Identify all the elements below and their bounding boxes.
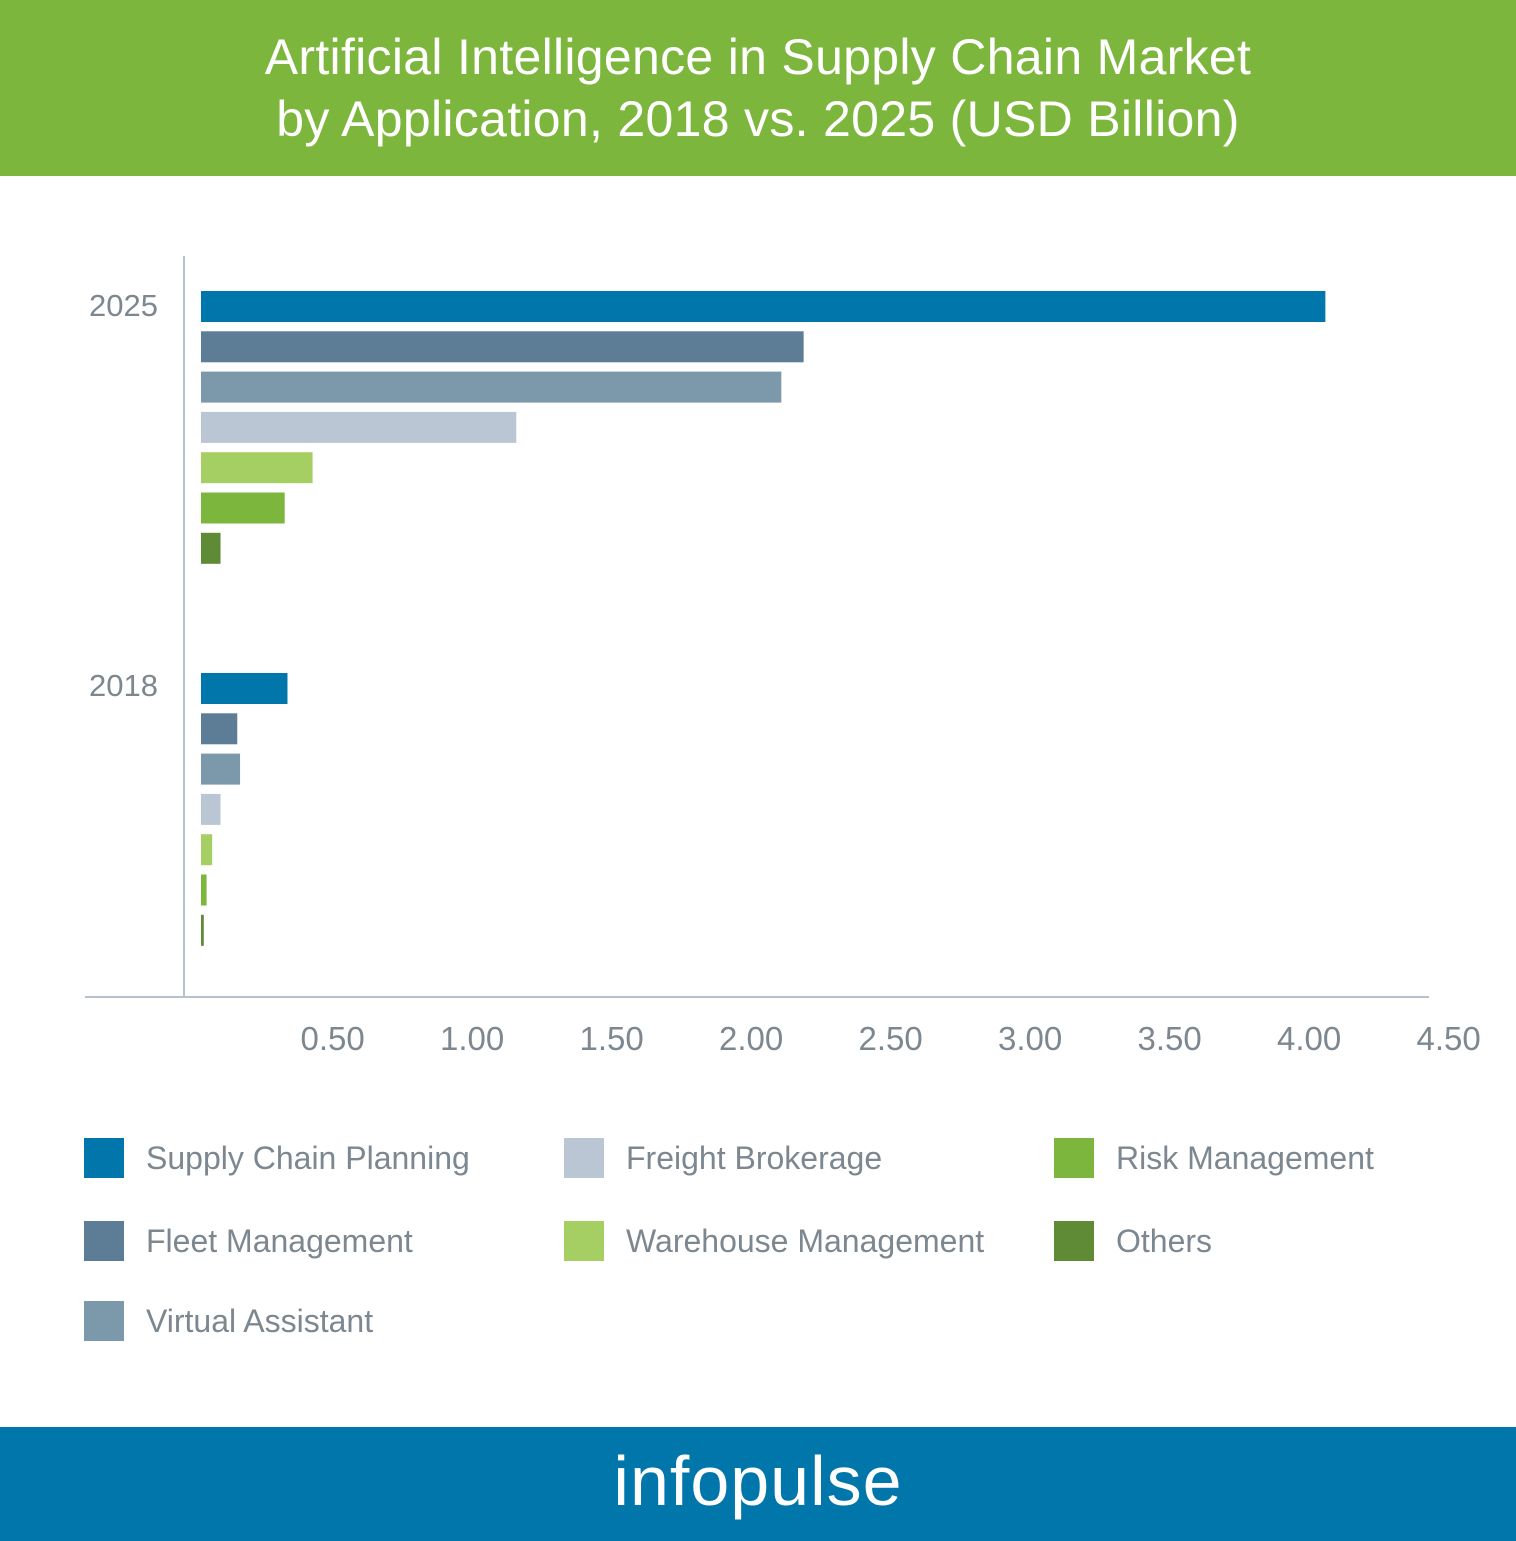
bar-2018-risk-management [201, 874, 207, 906]
legend-swatch [1054, 1221, 1094, 1261]
chart-legend: Supply Chain Planning Freight Brokerage … [84, 1128, 1484, 1368]
legend-swatch [84, 1138, 124, 1178]
x-tick-label: 4.50 [1416, 1020, 1480, 1057]
legend-swatch [1054, 1138, 1094, 1178]
legend-label: Risk Management [1116, 1139, 1374, 1176]
category-label-2025: 2025 [89, 288, 158, 323]
bar-2018-virtual-assistant [201, 753, 241, 785]
bar-2018-supply-chain-planning [201, 673, 288, 704]
legend-label: Others [1116, 1222, 1213, 1259]
chart-labels: 2025 2018 0.50 1.00 1.50 2.00 2.50 3.00 3.50 4.00… [89, 288, 1481, 1057]
legend-item-warehouse-management: Warehouse Management [564, 1221, 984, 1261]
x-tick-label: 4.00 [1277, 1020, 1341, 1057]
bar-2018-freight-brokerage [201, 793, 221, 825]
legend-item-supply-chain-planning: Supply Chain Planning [84, 1138, 470, 1178]
chart-title-line-1: Artificial Intelligence in Supply Chain … [264, 29, 1252, 85]
legend-label: Fleet Management [146, 1222, 413, 1259]
legend-item-risk-management: Risk Management [1054, 1138, 1374, 1178]
legend-label: Warehouse Management [626, 1222, 985, 1259]
x-tick-label: 2.00 [719, 1020, 783, 1057]
legend-item-others: Others [1054, 1221, 1212, 1261]
legend-item-freight-brokerage: Freight Brokerage [564, 1138, 882, 1178]
x-tick-label: 2.50 [858, 1020, 922, 1057]
category-label-2018: 2018 [89, 668, 158, 703]
footer-bar: infopulse [0, 1427, 1516, 1541]
legend-swatch [564, 1138, 604, 1178]
bar-2025-others [201, 532, 221, 564]
chart-header: Artificial Intelligence in Supply Chain … [0, 0, 1516, 176]
chart-axes [85, 256, 1429, 998]
x-tick-label: 3.00 [998, 1020, 1062, 1057]
bar-2018-warehouse-management [201, 834, 213, 866]
x-tick-label: 0.50 [300, 1020, 364, 1057]
bar-2025-supply-chain-planning [201, 291, 1326, 322]
bar-2018-others [201, 914, 204, 946]
legend-label: Freight Brokerage [626, 1139, 883, 1176]
bar-2025-warehouse-management [201, 452, 313, 484]
chart-bars [201, 291, 1326, 946]
bar-2025-risk-management [201, 492, 285, 524]
bar-2018-fleet-management [201, 713, 238, 745]
legend-item-virtual-assistant: Virtual Assistant [84, 1301, 373, 1341]
x-tick-label: 1.00 [440, 1020, 504, 1057]
bar-2025-fleet-management [201, 331, 804, 363]
legend-swatch [84, 1221, 124, 1261]
bar-chart: 2025 2018 0.50 1.00 1.50 2.00 2.50 3.00 3.50 4.00… [85, 256, 1481, 1057]
legend-swatch [564, 1221, 604, 1261]
legend-swatch [84, 1301, 124, 1341]
bar-2025-freight-brokerage [201, 411, 517, 443]
bar-2025-virtual-assistant [201, 371, 782, 403]
x-tick-label: 1.50 [579, 1020, 643, 1057]
x-tick-label: 3.50 [1137, 1020, 1201, 1057]
legend-item-fleet-management: Fleet Management [84, 1221, 413, 1261]
legend-label: Supply Chain Planning [146, 1139, 470, 1176]
chart-title-line-2: by Application, 2018 vs. 2025 (USD Billi… [276, 91, 1240, 147]
legend-label: Virtual Assistant [146, 1302, 374, 1339]
brand-logo: infopulse [613, 1442, 903, 1520]
